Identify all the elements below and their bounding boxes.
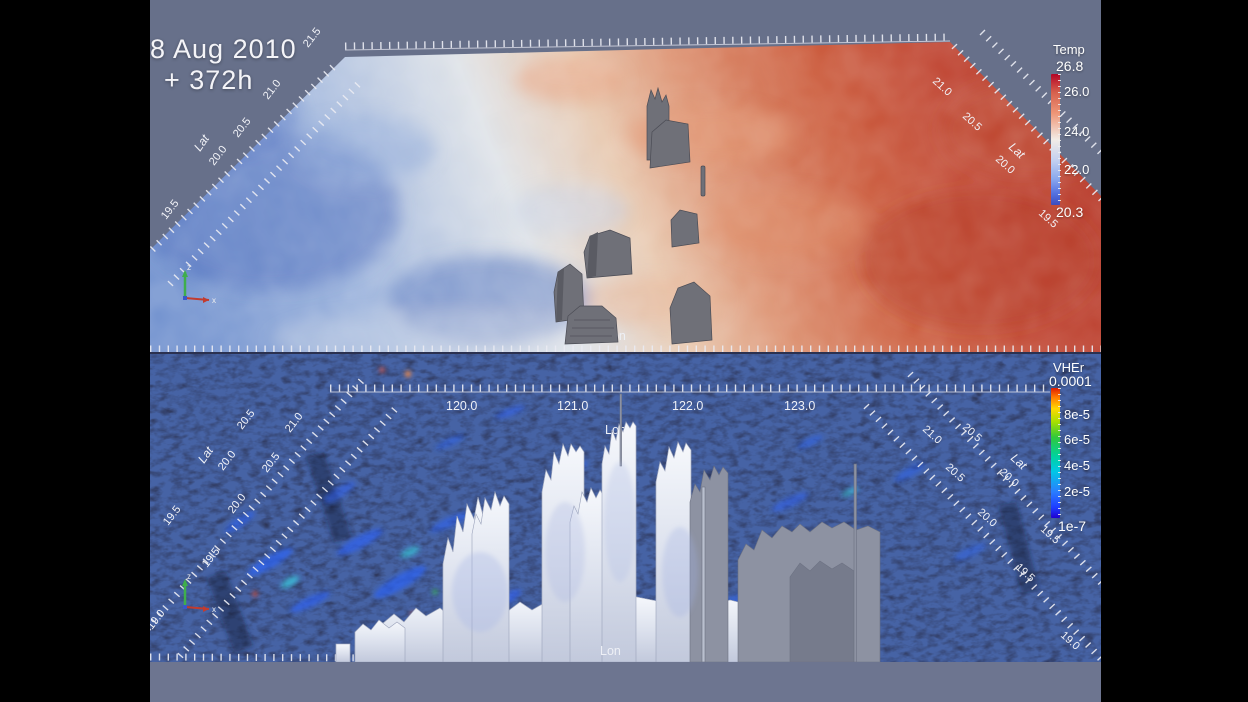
colorbar-max: 26.8 — [1056, 58, 1084, 74]
colorbar-tick: 4e-5 — [1064, 458, 1091, 473]
colorbar-tick: 8e-5 — [1064, 407, 1091, 422]
colorbar-gradient — [1051, 388, 1061, 518]
forecast-hour-text: + 372h — [164, 65, 254, 95]
vher-lon-labels: 120.0 121.0 122.0 123.0 Lon — [446, 399, 815, 437]
colorbar-tick: 24.0 — [1064, 124, 1090, 139]
island-isosurfaces — [553, 86, 713, 345]
svg-text:123.0: 123.0 — [784, 399, 815, 413]
energy-isosurface-gray — [619, 393, 881, 662]
colorbar-tick: 2e-5 — [1064, 484, 1091, 499]
svg-text:z: z — [187, 263, 191, 272]
colorbar-gradient — [1051, 74, 1061, 205]
colorbar-title: VHEr — [1053, 360, 1085, 375]
temperature-3d-viewport[interactable]: 21.5 21.0 20.5 20.0 19.5 Lat 21.0 20.5 2… — [150, 0, 1101, 352]
tower-blue-tint — [452, 462, 698, 632]
svg-text:21.5: 21.5 — [301, 26, 324, 50]
temperature-surface — [150, 42, 1101, 352]
svg-text:20.0: 20.0 — [207, 144, 230, 168]
svg-text:122.0: 122.0 — [672, 399, 703, 413]
colorbar-tick: 6e-5 — [1064, 432, 1091, 447]
svg-text:120.0: 120.0 — [446, 399, 477, 413]
colorbar-title: Temp — [1053, 42, 1085, 57]
svg-text:20.5: 20.5 — [231, 116, 254, 140]
svg-text:19.5: 19.5 — [159, 198, 182, 222]
lat-axis-title: Lat — [191, 131, 212, 153]
vher-3d-viewport[interactable]: 120.0 121.0 122.0 123.0 Lon 20.5 20.0 19… — [150, 352, 1101, 662]
svg-text:121.0: 121.0 — [557, 399, 588, 413]
colorbar-max: 0.0001 — [1049, 373, 1092, 389]
date-text: 8 Aug 2010 — [150, 34, 297, 64]
visualization-area: 21.5 21.0 20.5 20.0 19.5 Lat 21.0 20.5 2… — [150, 0, 1101, 702]
vher-scene: 120.0 121.0 122.0 123.0 Lon 20.5 20.0 19… — [150, 367, 1101, 662]
axes-triad-icon: x z — [182, 263, 216, 305]
colorbar-tick: 26.0 — [1064, 84, 1090, 99]
svg-text:z: z — [187, 572, 191, 581]
svg-text:x: x — [212, 296, 216, 305]
colorbar-min: 1e-7 — [1058, 518, 1087, 534]
timestamp-overlay: 8 Aug 2010 + 372h — [150, 34, 297, 96]
footer-bar — [150, 662, 1101, 702]
svg-text:x: x — [212, 605, 216, 614]
temperature-scene: 21.5 21.0 20.5 20.0 19.5 Lat 21.0 20.5 2… — [150, 26, 1101, 352]
colorbar-min: 20.3 — [1056, 204, 1084, 220]
colorbar-tick: 22.0 — [1064, 162, 1090, 177]
axes-triad-icon: x z — [182, 572, 216, 614]
temperature-axes-ticks — [150, 29, 1101, 352]
lon-axis-title-front: Lon — [600, 644, 621, 658]
